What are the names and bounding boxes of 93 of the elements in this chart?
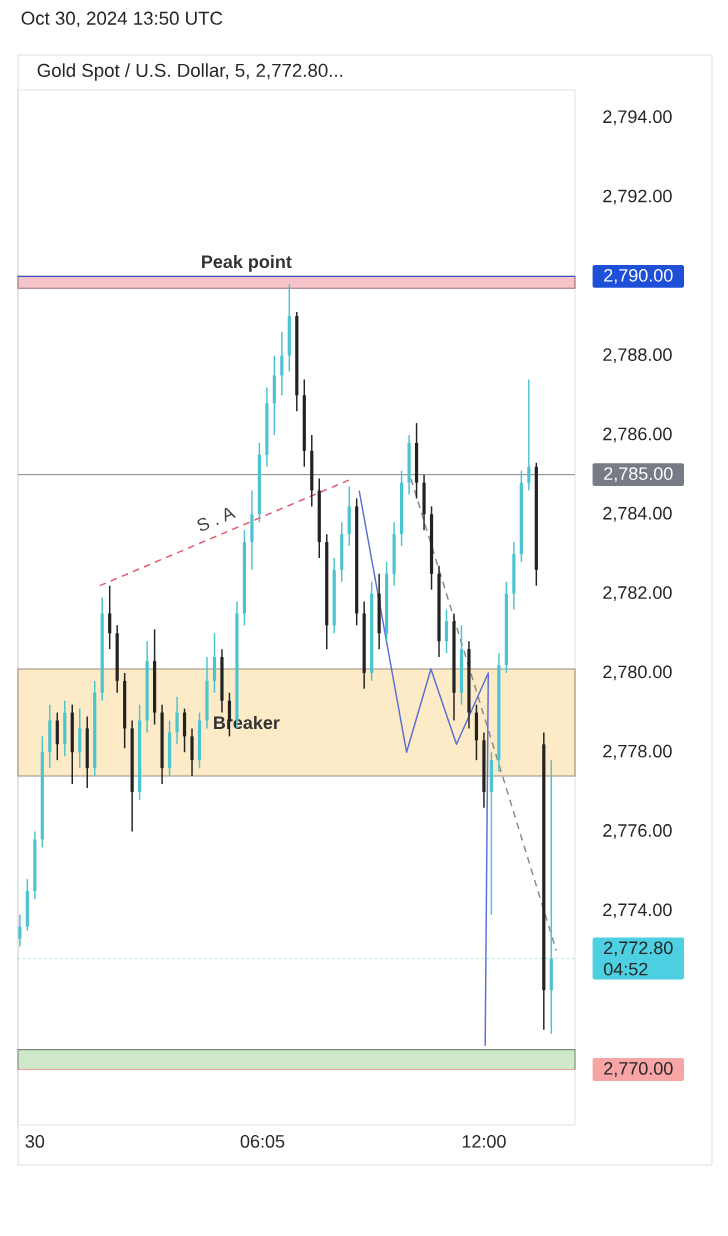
candlestick (55, 711, 59, 761)
candlestick (175, 695, 179, 746)
candlestick (242, 529, 247, 627)
candlestick (414, 422, 419, 500)
candlestick (340, 521, 344, 583)
candlestick (452, 612, 456, 722)
candlestick (370, 580, 374, 682)
candlestick (257, 442, 261, 523)
candlestick (437, 565, 441, 658)
text: 04:52 (603, 962, 648, 976)
ref-line-label: 2,790.00 (604, 268, 673, 284)
candlestick (93, 680, 97, 777)
candlestick (407, 434, 411, 496)
candlestick (33, 830, 37, 900)
ref-line-label: 2,770.00 (604, 1062, 673, 1077)
candlestick (265, 386, 269, 468)
candlestick (63, 699, 67, 757)
candlestick (444, 608, 449, 654)
candlestick (385, 561, 389, 642)
y-tick-label: 2,788.00 (603, 348, 672, 364)
candlestick (489, 751, 494, 916)
candlestick (138, 703, 142, 801)
candlestick (392, 521, 396, 587)
candlestick (108, 584, 112, 650)
candlestick (153, 628, 157, 726)
candlestick (115, 624, 119, 694)
candlestick (130, 719, 134, 833)
candlestick (48, 703, 52, 769)
y-tick-label: 2,792.00 (603, 189, 672, 205)
annotation: S . A (197, 507, 236, 531)
candlestick (362, 600, 366, 690)
candlestick (272, 354, 276, 436)
y-tick-label: 2,782.00 (603, 586, 672, 602)
candlestick (310, 434, 314, 508)
y-tick-label: 2,780.00 (603, 665, 672, 681)
candlestick (280, 331, 284, 397)
y-tick-label: 2,786.00 (603, 427, 672, 443)
candlestick (205, 656, 209, 730)
candlestick (542, 731, 546, 1031)
candlestick (534, 462, 538, 587)
candlestick (467, 640, 471, 730)
candlestick (302, 378, 306, 468)
candlestick (287, 283, 291, 373)
candlestick (519, 469, 523, 563)
candlestick (250, 489, 254, 571)
x-tick-label: 30 (25, 1135, 45, 1148)
candlestick (429, 505, 434, 591)
y-tick-label: 2,776.00 (603, 824, 672, 839)
candlestick (332, 557, 336, 635)
candlestick (100, 596, 104, 702)
candlestick (482, 731, 486, 809)
ref-line-label: 2,772.80 (604, 941, 673, 957)
candlestick (40, 735, 44, 849)
candlestick (190, 727, 194, 777)
candlestick (355, 497, 359, 627)
y-tick-label: 2,794.00 (603, 110, 672, 126)
candlestick (459, 624, 464, 706)
candlestick (212, 632, 217, 694)
candlestick (497, 652, 501, 773)
candlestick (400, 469, 404, 547)
candlestick (197, 711, 202, 769)
x-tick-label: 06:05 (240, 1135, 285, 1148)
candlestick (377, 573, 381, 650)
y-tick-label: 2,784.00 (603, 506, 672, 522)
candlestick (85, 715, 89, 789)
candlestick (474, 703, 479, 761)
ref-line-label: 2,785.00 (604, 467, 673, 483)
candlestick (78, 707, 82, 769)
candlestick (512, 541, 516, 611)
candlestick (422, 473, 426, 531)
candlestick (70, 703, 74, 785)
candlestick (123, 672, 127, 750)
candlestick (220, 648, 224, 714)
band-label: Peak point (202, 254, 292, 272)
candlestick (182, 707, 187, 753)
chart-subtitle: Oct 30, 2024 13:50 UTC (21, 11, 223, 28)
chart-title: Gold Spot / U.S. Dollar, 5, 2,772.80... (37, 63, 343, 81)
candlestick (25, 878, 29, 932)
y-tick-label: 2,774.00 (603, 903, 672, 919)
candlestick (18, 914, 22, 948)
candlestick (347, 485, 351, 547)
candlestick (325, 533, 329, 650)
line-series (358, 489, 490, 1047)
x-tick-label: 12:00 (462, 1135, 506, 1148)
candlestick (160, 703, 164, 785)
candlestick (504, 580, 508, 674)
candlestick (317, 477, 321, 559)
y-tick-label: 2,778.00 (603, 744, 672, 760)
candlestick (167, 719, 172, 777)
candlestick (527, 378, 531, 492)
candlestick (145, 640, 149, 734)
candlestick (295, 311, 299, 412)
candlestick (549, 759, 553, 1035)
